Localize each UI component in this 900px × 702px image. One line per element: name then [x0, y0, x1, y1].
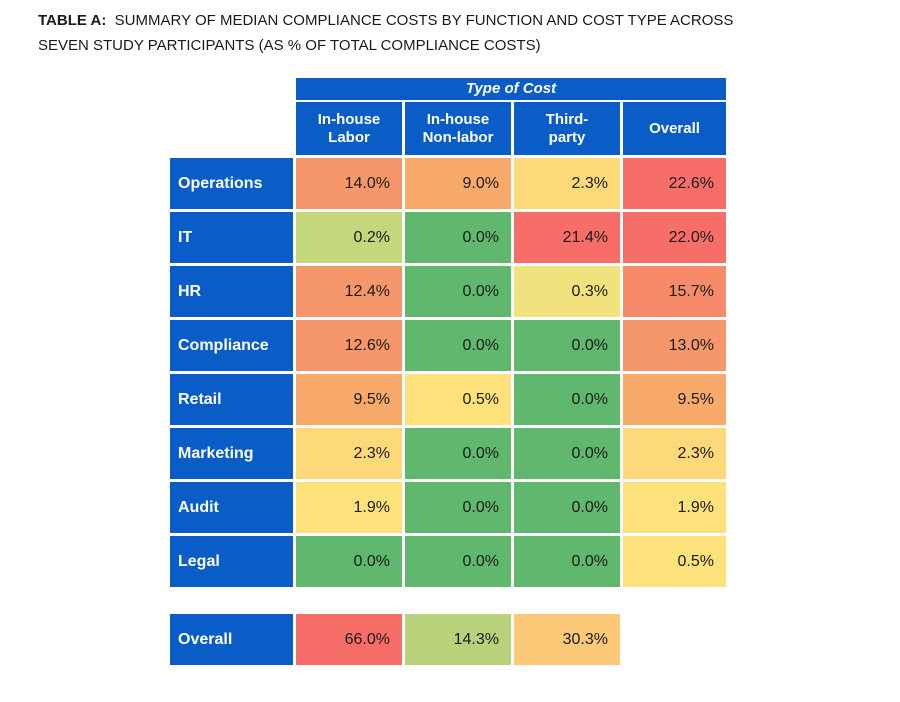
table-cell: 15.7%: [623, 266, 726, 317]
title-line-1: SUMMARY OF MEDIAN COMPLIANCE COSTS BY FU…: [114, 12, 734, 29]
table-cell: 0.0%: [514, 536, 620, 587]
table-cell: 14.0%: [296, 158, 402, 209]
column-header-2: Third- party: [514, 102, 620, 155]
row-header-legal: Legal: [170, 536, 293, 587]
table-cell: 1.9%: [623, 482, 726, 533]
table-cell: 0.3%: [514, 266, 620, 317]
table-cell: 0.0%: [405, 266, 511, 317]
table-cell: 0.0%: [405, 320, 511, 371]
total-cell: 14.3%: [405, 614, 511, 665]
table-cell: 0.0%: [514, 374, 620, 425]
table-cell: 0.5%: [623, 536, 726, 587]
table-cell: 9.5%: [296, 374, 402, 425]
row-header-marketing: Marketing: [170, 428, 293, 479]
table-cell: 1.9%: [296, 482, 402, 533]
table-cell: 13.0%: [623, 320, 726, 371]
table-cell: 0.0%: [405, 428, 511, 479]
table-cell: 0.5%: [405, 374, 511, 425]
column-header-1: In-house Non-labor: [405, 102, 511, 155]
table-cell: 0.0%: [296, 536, 402, 587]
table-cell: 2.3%: [296, 428, 402, 479]
row-header-compliance: Compliance: [170, 320, 293, 371]
table-cell: 22.0%: [623, 212, 726, 263]
column-header-3: Overall: [623, 102, 726, 155]
title-line-2: SEVEN STUDY PARTICIPANTS (AS % OF TOTAL …: [38, 37, 541, 54]
table-cell: 2.3%: [514, 158, 620, 209]
total-cell: 30.3%: [514, 614, 620, 665]
table-cell: 0.2%: [296, 212, 402, 263]
table-cell: 0.0%: [514, 482, 620, 533]
title-prefix: TABLE A:: [38, 12, 107, 29]
table-title: TABLE A: SUMMARY OF MEDIAN COMPLIANCE CO…: [38, 8, 878, 58]
row-header-overall: Overall: [170, 614, 293, 665]
row-header-it: IT: [170, 212, 293, 263]
table-cell: 0.0%: [514, 428, 620, 479]
table-cell: 21.4%: [514, 212, 620, 263]
row-header-hr: HR: [170, 266, 293, 317]
table-cell: 22.6%: [623, 158, 726, 209]
table-cell: 0.0%: [405, 536, 511, 587]
row-header-audit: Audit: [170, 482, 293, 533]
total-cell: 66.0%: [296, 614, 402, 665]
column-header-0: In-house Labor: [296, 102, 402, 155]
table-cell: 0.0%: [514, 320, 620, 371]
table-cell: 12.6%: [296, 320, 402, 371]
table-cell: 2.3%: [623, 428, 726, 479]
row-header-operations: Operations: [170, 158, 293, 209]
row-header-retail: Retail: [170, 374, 293, 425]
type-of-cost-header: Type of Cost: [296, 78, 726, 100]
table-cell: 9.0%: [405, 158, 511, 209]
table-cell: 0.0%: [405, 212, 511, 263]
table-cell: 12.4%: [296, 266, 402, 317]
table-cell: 0.0%: [405, 482, 511, 533]
table-cell: 9.5%: [623, 374, 726, 425]
